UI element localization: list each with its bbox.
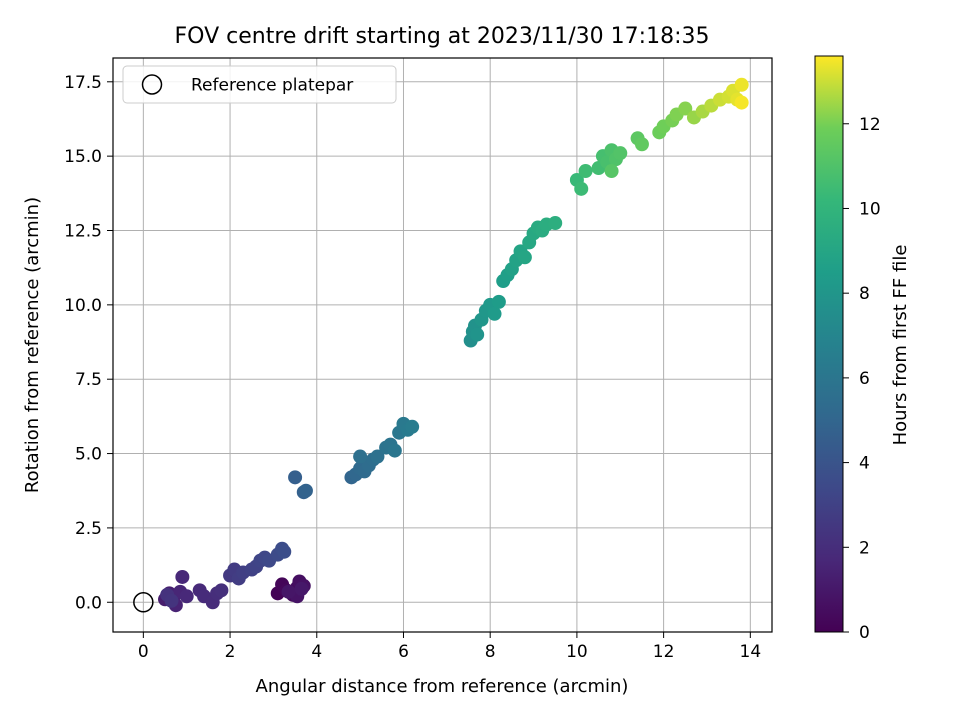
x-axis-ticks: 0 2 4 6 8 10 12 14 <box>138 632 761 662</box>
data-point <box>179 589 194 604</box>
colorbar-tick-label: 8 <box>859 284 870 304</box>
legend-label: Reference platepar <box>191 76 353 96</box>
colorbar-tick-label: 4 <box>859 454 870 474</box>
data-point <box>604 164 619 179</box>
x-tick-label: 10 <box>566 642 588 662</box>
colorbar-tick-label: 10 <box>859 199 881 219</box>
colorbar-label: Hours from first FF file <box>890 245 911 446</box>
data-point <box>277 544 292 559</box>
colorbar-tick-label: 2 <box>859 538 870 558</box>
grid-lines <box>113 58 772 632</box>
x-tick-label: 6 <box>398 642 409 662</box>
data-point <box>548 216 563 231</box>
data-point <box>298 483 313 498</box>
data-point <box>288 470 303 485</box>
y-tick-label: 12.5 <box>64 221 102 241</box>
legend: Reference platepar <box>122 65 397 104</box>
data-point <box>634 137 649 152</box>
x-tick-label: 2 <box>225 642 236 662</box>
y-tick-label: 5.0 <box>75 445 102 465</box>
data-point <box>578 164 593 179</box>
legend-box <box>122 65 397 104</box>
data-point <box>353 449 368 464</box>
data-point <box>164 593 179 608</box>
data-point <box>281 584 296 599</box>
data-point <box>517 250 532 265</box>
data-point <box>491 294 506 309</box>
data-points <box>133 77 749 613</box>
data-point <box>387 443 402 458</box>
plot-frame <box>112 57 773 633</box>
legend-marker-circle <box>141 74 163 95</box>
reference-platepar-marker <box>133 592 154 613</box>
colorbar-tick-label: 6 <box>859 369 870 389</box>
data-point <box>214 583 229 598</box>
data-point <box>294 581 309 596</box>
y-tick-label: 2.5 <box>75 519 102 539</box>
y-tick-label: 7.5 <box>75 370 102 390</box>
data-point <box>470 327 485 342</box>
y-tick-label: 17.5 <box>64 73 102 93</box>
data-point <box>734 77 749 92</box>
x-axis-label: Angular distance from reference (arcmin) <box>256 676 629 697</box>
data-point <box>613 146 628 161</box>
data-point <box>574 181 589 196</box>
data-point <box>405 419 420 434</box>
colorbar-ticks: 0 2 4 6 8 10 12 <box>843 115 881 643</box>
data-point <box>487 306 502 321</box>
x-tick-label: 14 <box>740 642 762 662</box>
chart-title: FOV centre drift starting at 2023/11/30 … <box>175 24 710 49</box>
colorbar-tick-label: 0 <box>859 623 870 643</box>
y-tick-label: 15.0 <box>64 147 102 167</box>
y-axis-ticks: 0.0 2.5 5.0 7.5 10.0 12.5 15.0 17.5 <box>64 73 113 613</box>
y-axis-label: Rotation from reference (arcmin) <box>22 197 43 493</box>
y-tick-label: 0.0 <box>75 593 102 613</box>
x-tick-label: 4 <box>311 642 322 662</box>
data-point <box>175 569 190 584</box>
data-point <box>678 101 693 116</box>
y-tick-label: 10.0 <box>64 296 102 316</box>
data-point <box>370 449 385 464</box>
x-tick-label: 12 <box>653 642 675 662</box>
colorbar <box>814 55 844 633</box>
x-tick-label: 8 <box>485 642 496 662</box>
colorbar-tick-label: 12 <box>859 115 881 135</box>
data-point <box>734 95 749 110</box>
x-tick-label: 0 <box>138 642 149 662</box>
